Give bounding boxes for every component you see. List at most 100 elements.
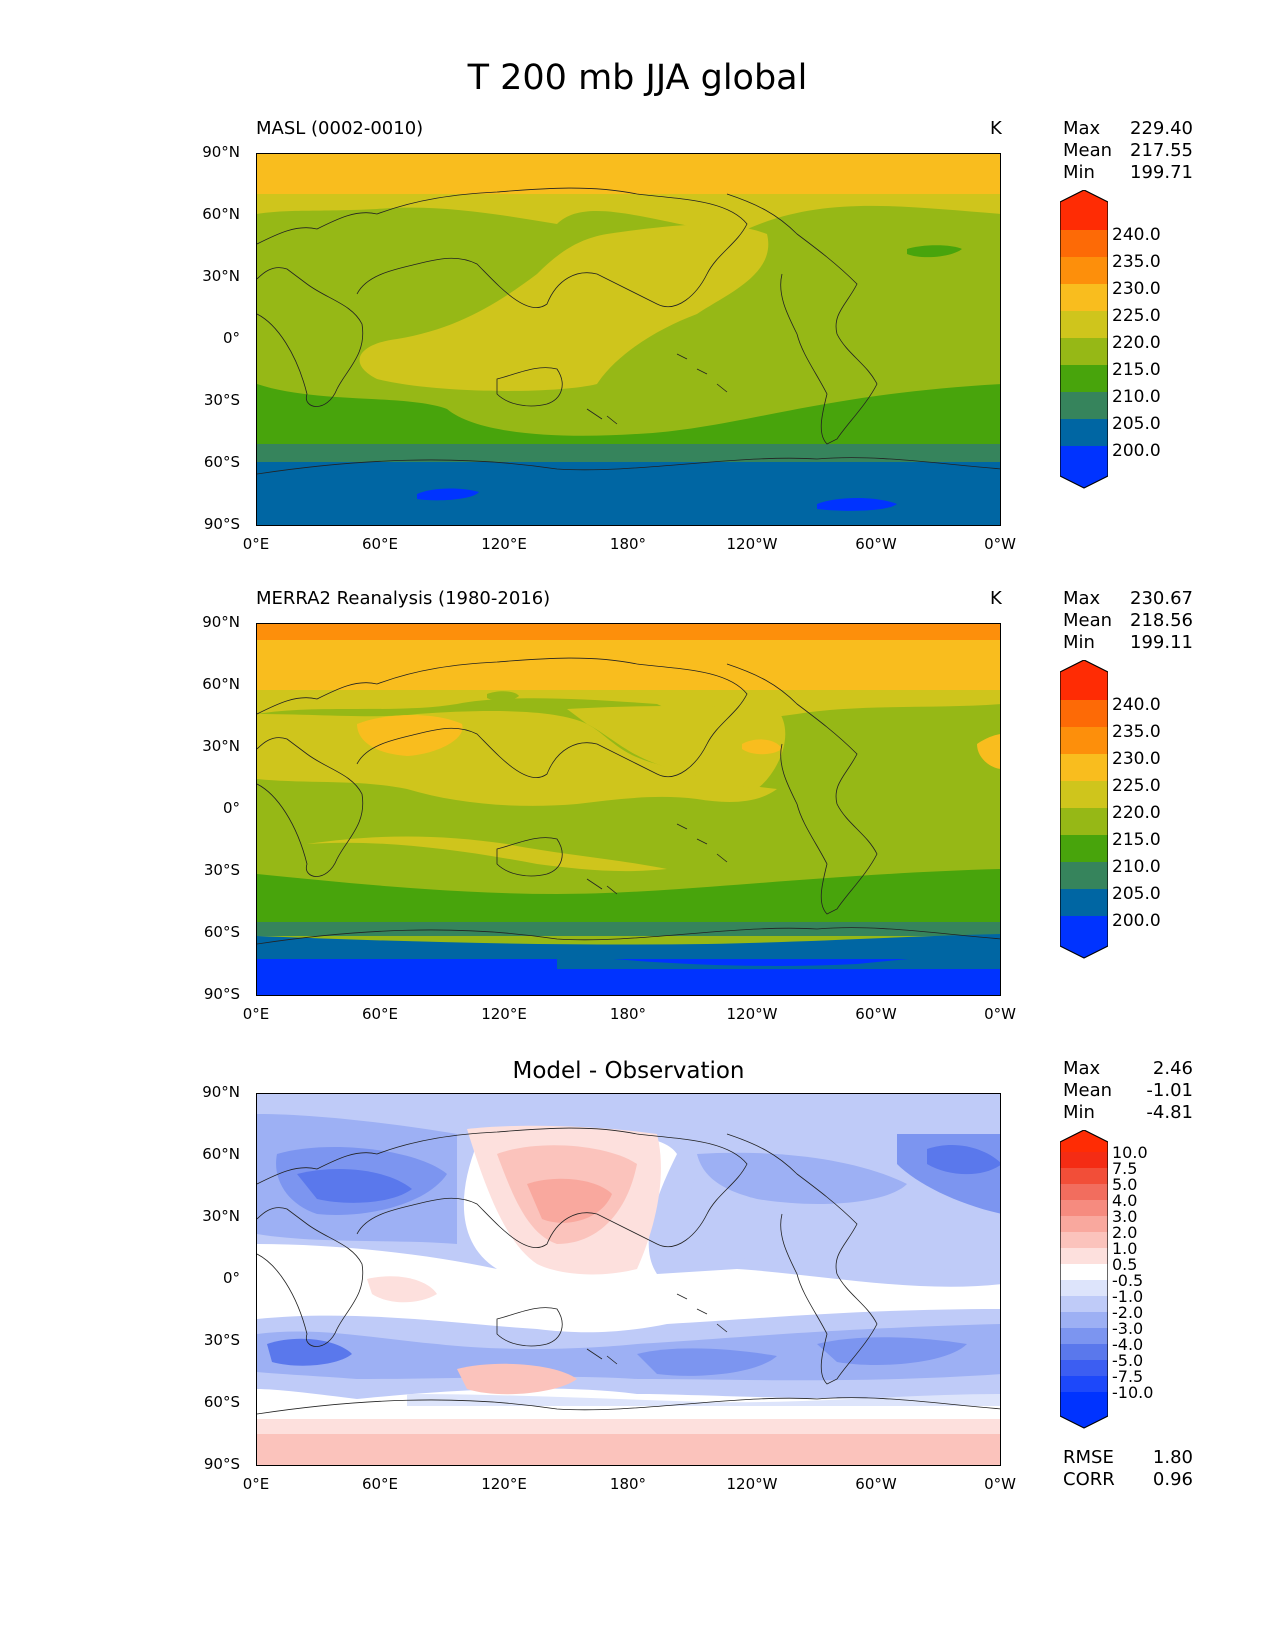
x-tick-label: 180° xyxy=(609,1005,647,1023)
colorbar-label: 240.0 xyxy=(1112,695,1161,715)
y-tick-label: 30°S xyxy=(203,1331,240,1349)
stats-box: Max 229.40 Mean 217.55 Min 199.71 xyxy=(1063,118,1193,184)
heatmap xyxy=(257,154,1000,525)
panel-difference: Model - Observation xyxy=(0,940,1275,1493)
colorbar-label: -10.0 xyxy=(1112,1383,1154,1402)
x-tick-label: 120°E xyxy=(481,1005,527,1023)
colorbar-label: 225.0 xyxy=(1112,306,1161,326)
panel-model: MASL (0002-0010) K 90°N 60°N xyxy=(0,0,1275,553)
stat-label: Mean xyxy=(1063,610,1113,631)
y-tick-label: 30°S xyxy=(203,861,240,879)
stat-value: 2.46 xyxy=(1152,1058,1193,1079)
y-tick-label: 60°N xyxy=(202,675,240,693)
colorbar-label: 3.0 xyxy=(1112,1207,1138,1226)
x-tick-label: 0°W xyxy=(984,1475,1016,1493)
x-tick-label: 180° xyxy=(609,1475,647,1493)
stat-value: 199.71 xyxy=(1130,162,1193,183)
y-tick-label: 30°N xyxy=(202,737,240,755)
x-tick-label: 0°E xyxy=(242,535,270,553)
x-tick-label: 0°W xyxy=(984,1005,1016,1023)
stat-value: 230.67 xyxy=(1130,588,1193,609)
colorbar-label: 200.0 xyxy=(1112,441,1161,461)
x-tick-label: 0°W xyxy=(984,535,1016,553)
stat-label: Min xyxy=(1063,1102,1095,1123)
colorbar-label: 230.0 xyxy=(1112,749,1161,769)
x-tick-label: 60°W xyxy=(855,1005,897,1023)
y-tick-label: 60°N xyxy=(202,205,240,223)
colorbar-label: 10.0 xyxy=(1112,1143,1148,1162)
colorbar-label: 225.0 xyxy=(1112,776,1161,796)
y-tick-label: 0° xyxy=(222,799,240,817)
x-tick-label: 180° xyxy=(609,535,647,553)
colorbar-label: 235.0 xyxy=(1112,252,1161,272)
y-tick-label: 30°N xyxy=(202,267,240,285)
stats-box: Max 230.67 Mean 218.56 Min 199.11 xyxy=(1063,588,1193,654)
x-tick-label: 120°W xyxy=(726,1475,778,1493)
colorbar-label: 205.0 xyxy=(1112,884,1161,904)
x-tick-label: 120°W xyxy=(726,535,778,553)
stat-label: Mean xyxy=(1063,140,1113,161)
heatmap xyxy=(257,1094,1000,1465)
colorbar-label: 205.0 xyxy=(1112,414,1161,434)
colorbar-label: 210.0 xyxy=(1112,387,1161,407)
x-tick-label: 60°E xyxy=(361,1005,399,1023)
colorbar-label: -5.0 xyxy=(1112,1351,1144,1370)
colorbar-label: -0.5 xyxy=(1112,1271,1144,1290)
stat-value: 218.56 xyxy=(1130,610,1193,631)
colorbar-label: 210.0 xyxy=(1112,857,1161,877)
map-plot-area xyxy=(256,623,1001,996)
colorbar-label: -1.0 xyxy=(1112,1287,1144,1306)
colorbar-label: -3.0 xyxy=(1112,1319,1144,1338)
metric-value: 0.96 xyxy=(1152,1469,1193,1490)
x-tick-label: 120°E xyxy=(481,535,527,553)
colorbar-label: 230.0 xyxy=(1112,279,1161,299)
stats-box: Max 2.46 Mean -1.01 Min -4.81 xyxy=(1063,1058,1193,1124)
stat-label: Max xyxy=(1063,1058,1101,1079)
stat-value: 229.40 xyxy=(1130,118,1193,139)
heatmap xyxy=(257,624,1000,995)
colorbar-label: -4.0 xyxy=(1112,1335,1144,1354)
y-tick-label: 0° xyxy=(222,329,240,347)
colorbar-label: 1.0 xyxy=(1112,1239,1138,1258)
x-tick-label: 0°E xyxy=(242,1475,270,1493)
panel-title: Model - Observation xyxy=(512,1058,745,1084)
colorbar xyxy=(1060,660,1108,959)
x-tick-label: 60°E xyxy=(361,1475,399,1493)
x-tick-label: 120°W xyxy=(726,1005,778,1023)
x-tick-label: 60°W xyxy=(855,535,897,553)
stat-label: Max xyxy=(1063,588,1101,609)
colorbar xyxy=(1060,1130,1108,1429)
panel-title: MASL (0002-0010) xyxy=(256,118,424,139)
y-tick-label: 90°N xyxy=(202,143,240,161)
y-tick-label: 90°S xyxy=(203,985,240,1003)
colorbar-label: 240.0 xyxy=(1112,225,1161,245)
figure-title: T 200 mb JJA global xyxy=(467,58,808,98)
colorbar-label: 4.0 xyxy=(1112,1191,1138,1210)
stat-value: 199.11 xyxy=(1130,632,1193,653)
metrics-box: RMSE 1.80 CORR 0.96 xyxy=(1063,1447,1193,1491)
y-tick-label: 60°S xyxy=(203,1393,240,1411)
colorbar-label: 220.0 xyxy=(1112,803,1161,823)
y-tick-label: 90°S xyxy=(203,1455,240,1473)
stat-value: -1.01 xyxy=(1146,1080,1193,1101)
stat-label: Max xyxy=(1063,118,1101,139)
colorbar-label: 235.0 xyxy=(1112,722,1161,742)
y-tick-label: 60°N xyxy=(202,1145,240,1163)
colorbar-label: -2.0 xyxy=(1112,1303,1144,1322)
colorbar-label: 0.5 xyxy=(1112,1255,1138,1274)
stat-value: -4.81 xyxy=(1146,1102,1193,1123)
metric-value: 1.80 xyxy=(1152,1447,1193,1468)
map-plot-area xyxy=(256,1093,1001,1466)
x-tick-label: 120°E xyxy=(481,1475,527,1493)
y-tick-label: 30°S xyxy=(203,391,240,409)
stat-value: 217.55 xyxy=(1130,140,1193,161)
metric-label: RMSE xyxy=(1063,1447,1114,1468)
y-tick-label: 30°N xyxy=(202,1207,240,1225)
y-tick-label: 90°N xyxy=(202,613,240,631)
colorbar-label: 200.0 xyxy=(1112,911,1161,931)
panel-observation: MERRA2 Reanalysis (1980-2016) K xyxy=(0,470,1275,1023)
y-tick-label: 90°S xyxy=(203,515,240,533)
stat-label: Mean xyxy=(1063,1080,1113,1101)
colorbar-label: 215.0 xyxy=(1112,830,1161,850)
y-tick-label: 60°S xyxy=(203,453,240,471)
